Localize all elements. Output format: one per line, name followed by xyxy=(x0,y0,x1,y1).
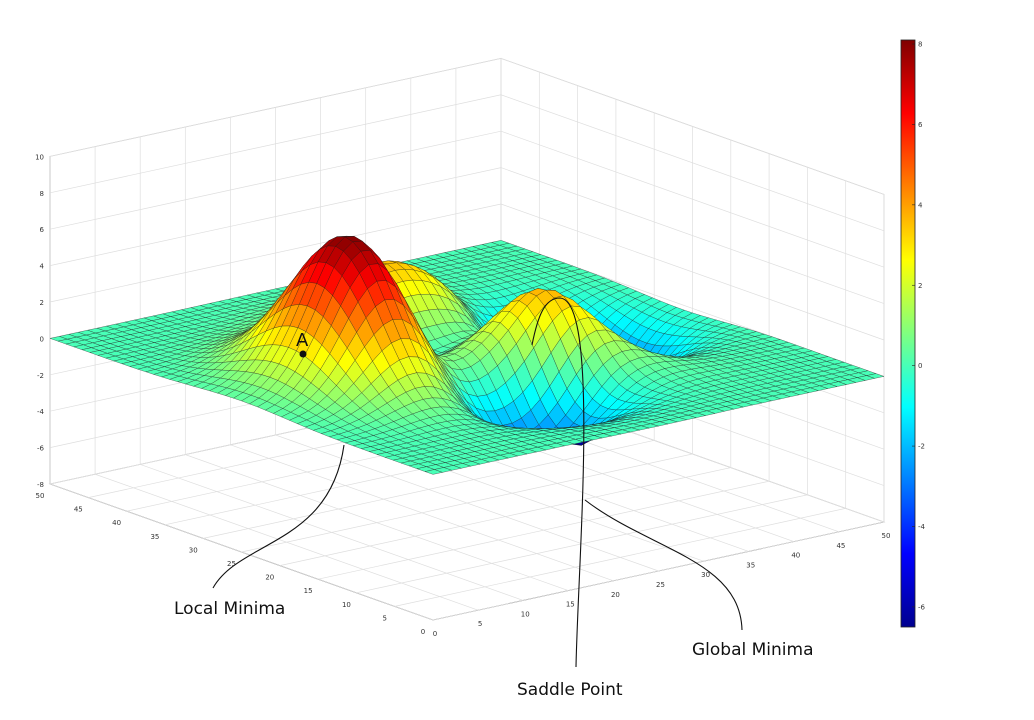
grid-line-z xyxy=(49,130,885,268)
y-tick-label: 45 xyxy=(74,506,83,514)
colorbar: -6 -4 -2 0 2 4 6 8 xyxy=(900,39,926,628)
grid-line-z xyxy=(49,203,885,341)
colorbar-tick-label: 4 xyxy=(918,201,923,209)
grid-line-z xyxy=(49,94,885,232)
y-tick-label: 40 xyxy=(112,519,121,527)
y-tick-label: 15 xyxy=(304,587,313,595)
colorbar-tick-label: 2 xyxy=(918,282,922,290)
z-tick-label: 2 xyxy=(40,299,44,307)
z-tick-label: -8 xyxy=(37,481,44,489)
colorbar-tick-label: 8 xyxy=(918,41,922,49)
surface-patch xyxy=(424,469,444,475)
x-tick-label: 10 xyxy=(521,610,530,618)
point-a-label: A xyxy=(296,330,309,351)
local-minima-label: Local Minima xyxy=(174,599,285,619)
z-tick-label: -4 xyxy=(37,408,45,416)
z-tick-label: -2 xyxy=(37,372,44,380)
z-tick-label: 10 xyxy=(35,153,44,161)
x-tick-label: 40 xyxy=(791,552,800,560)
y-tick-label: 50 xyxy=(36,492,45,500)
x-tick-label: 25 xyxy=(656,581,665,589)
grid-line-z xyxy=(49,167,885,304)
y-tick-label: 0 xyxy=(421,628,425,636)
saddle-point-label: Saddle Point xyxy=(517,680,623,700)
colorbar-tick-label: -6 xyxy=(918,603,926,611)
colorbar-scale xyxy=(900,39,916,628)
x-tick-label: 35 xyxy=(746,561,755,569)
z-tick-label: 4 xyxy=(40,263,45,271)
x-tick-label: 50 xyxy=(882,532,891,540)
surface-mesh xyxy=(49,235,885,475)
y-tick-label: 30 xyxy=(189,546,198,554)
x-tick-label: 5 xyxy=(478,620,482,628)
z-tick-label: 0 xyxy=(40,335,44,343)
x-tick-label: 0 xyxy=(433,630,437,638)
colorbar-tick-label: -4 xyxy=(918,523,926,531)
y-tick-label: 25 xyxy=(227,560,236,568)
y-tick-label: 20 xyxy=(265,574,274,582)
x-tick-label: 15 xyxy=(566,601,575,609)
colorbar-tick-label: 0 xyxy=(918,362,922,370)
grid-line-z xyxy=(49,58,885,195)
x-tick-label: 20 xyxy=(611,591,620,599)
saddle-point-leader xyxy=(531,297,585,668)
annotations: A Local Minima Saddle Point Global Minim… xyxy=(174,297,814,700)
z-tick-label: 8 xyxy=(40,190,44,198)
y-tick-label: 10 xyxy=(342,601,351,609)
z-tick-label: -6 xyxy=(37,445,45,453)
z-tick-label: 6 xyxy=(40,226,45,234)
local-minima-leader xyxy=(212,444,345,589)
point-a-marker xyxy=(299,350,307,358)
x-tick-label: 45 xyxy=(836,542,845,550)
global-minima-label: Global Minima xyxy=(692,640,814,660)
colorbar-ticks: -6 -4 -2 0 2 4 6 8 xyxy=(912,41,926,611)
colorbar-tick-label: -2 xyxy=(918,443,925,451)
y-tick-label: 35 xyxy=(150,533,159,541)
y-tick-label: 5 xyxy=(382,614,386,622)
global-minima-leader xyxy=(584,499,743,631)
tick-labels: -8 -6 -4 -2 0 2 4 6 8 10 0 5 10 15 20 25 30 35 40 45 50 0 5 10 1… xyxy=(35,153,890,638)
colorbar-tick-label: 6 xyxy=(918,121,923,129)
x-tick-label: 30 xyxy=(701,571,710,579)
